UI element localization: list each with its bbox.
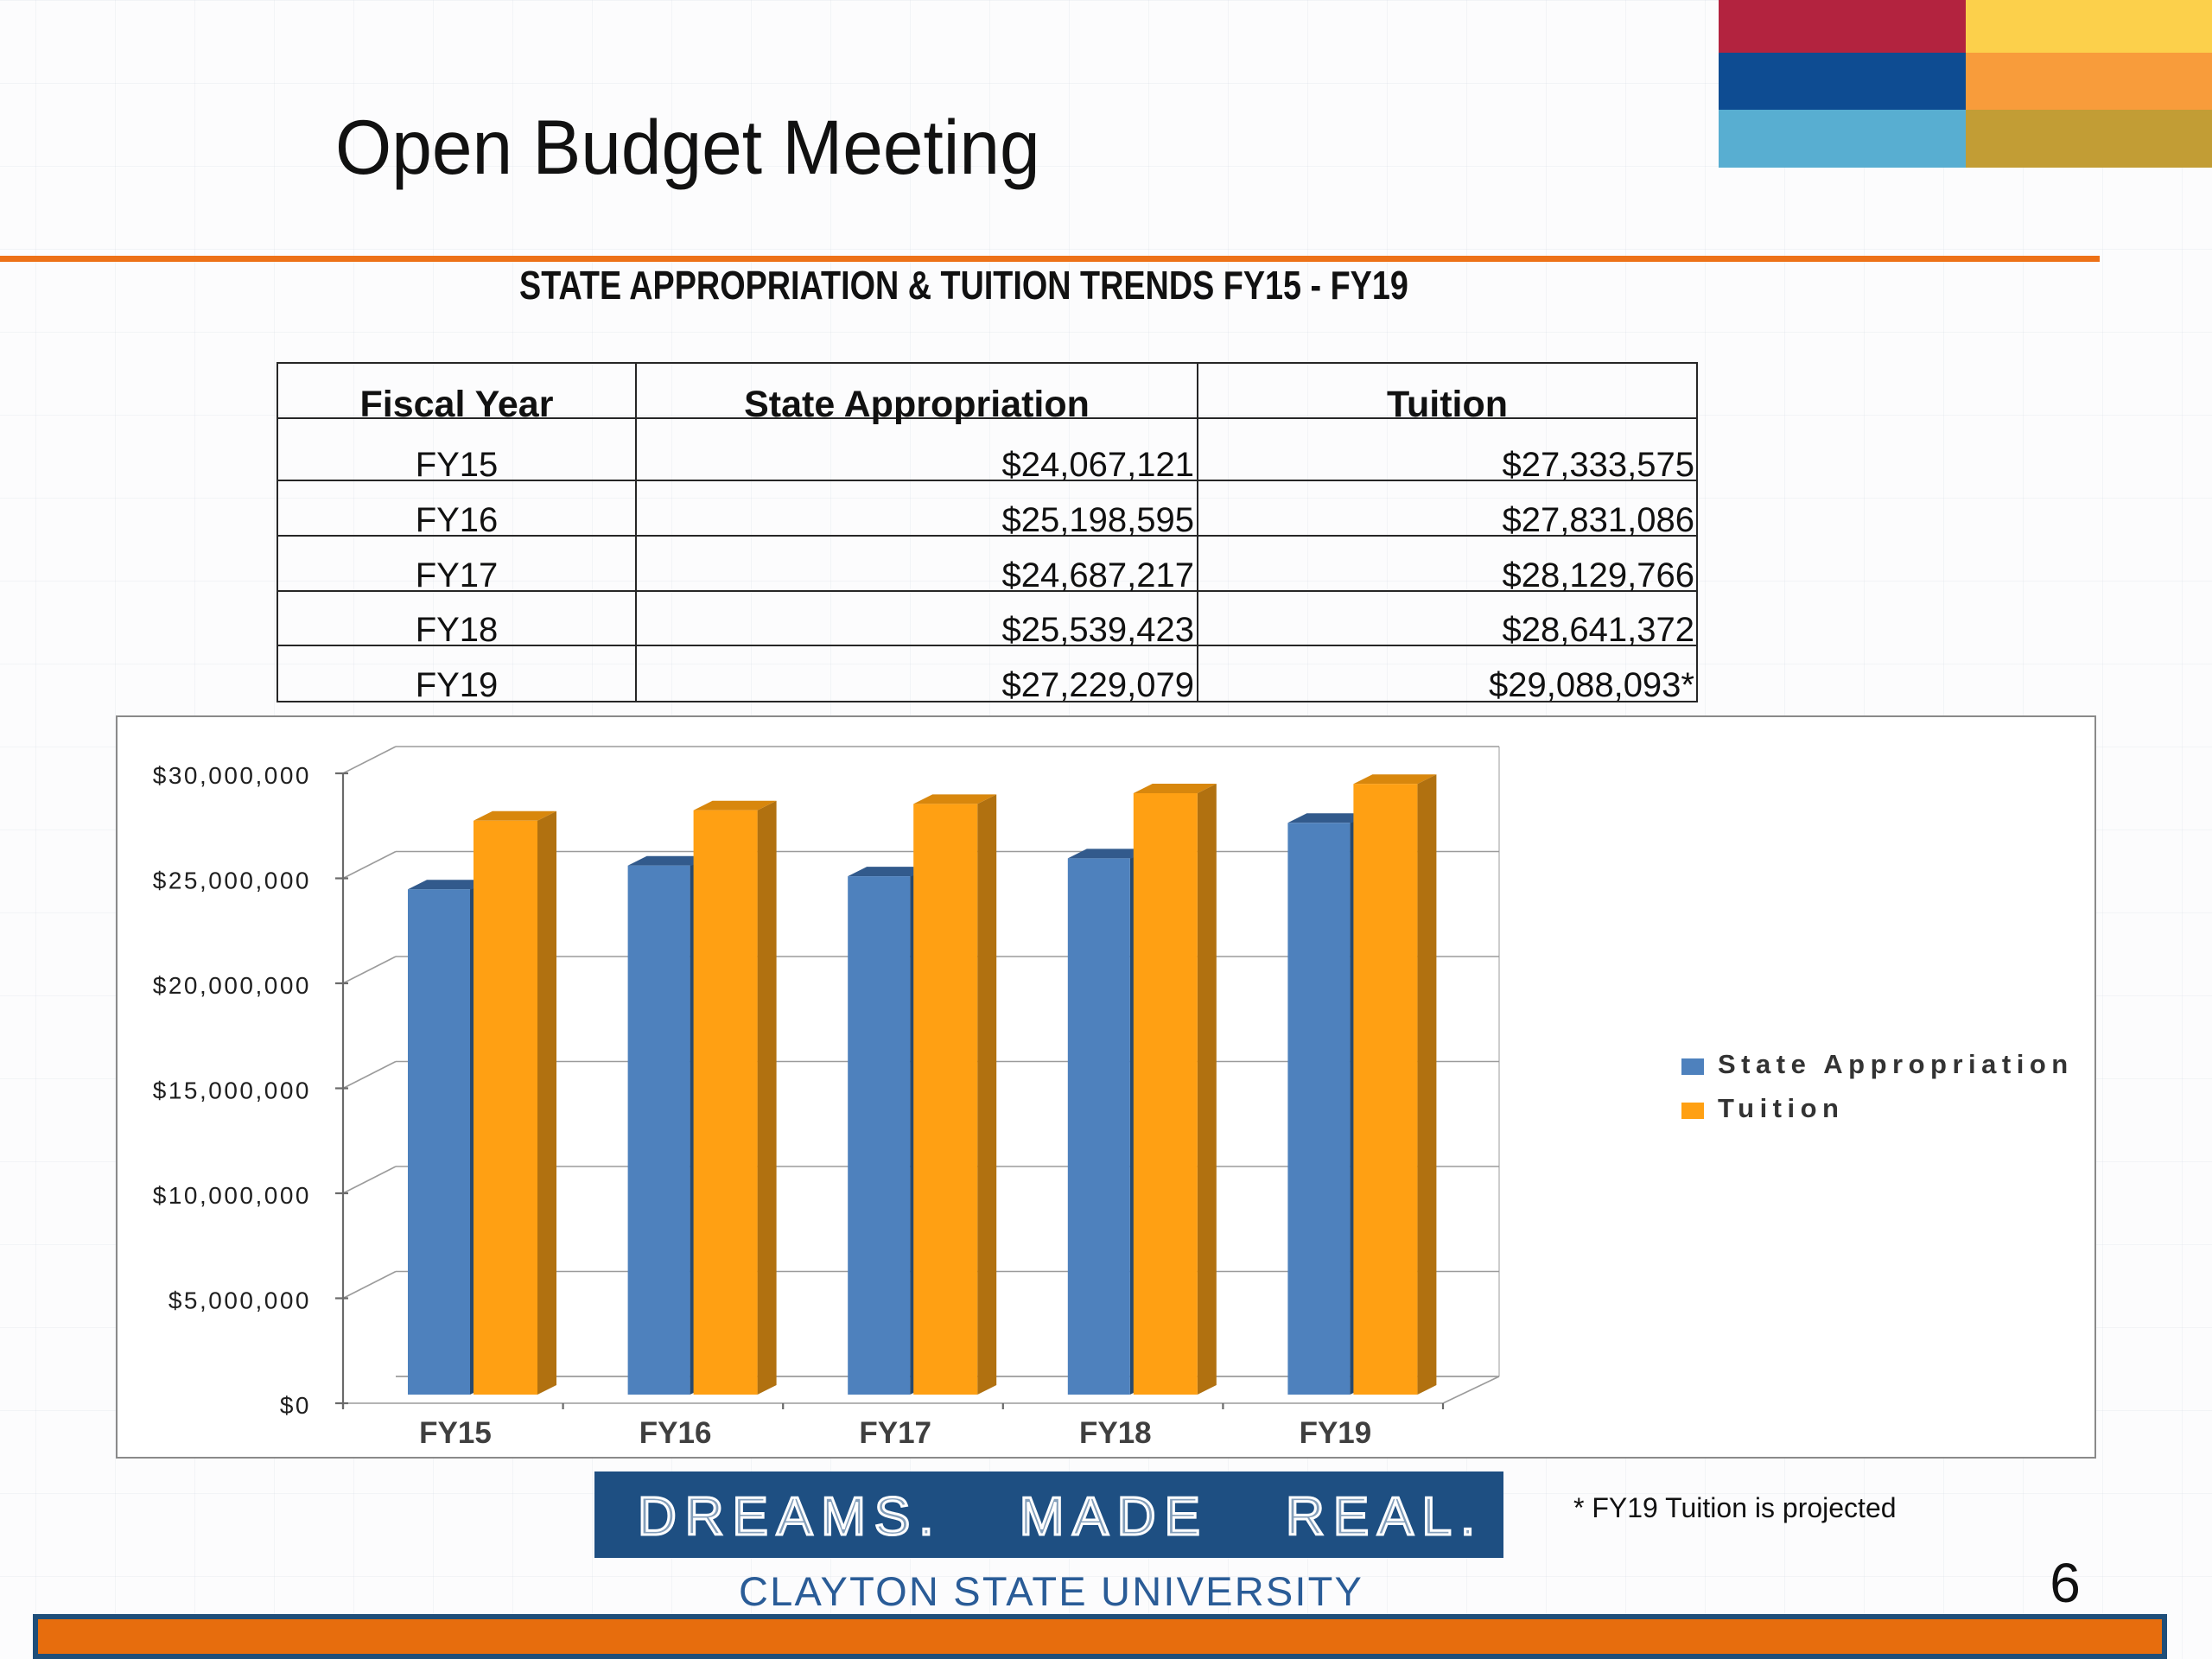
svg-text:$15,000,000: $15,000,000 [153,1077,311,1104]
svg-text:FY19: FY19 [1300,1416,1372,1450]
svg-text:FY18: FY18 [1079,1416,1152,1450]
svg-text:$10,000,000: $10,000,000 [153,1182,311,1209]
svg-text:$20,000,000: $20,000,000 [153,972,311,999]
svg-text:Tuition: Tuition [1718,1093,1845,1123]
svg-text:$30,000,000: $30,000,000 [153,762,311,789]
svg-text:FY15: FY15 [419,1416,492,1450]
svg-text:FY16: FY16 [639,1416,712,1450]
svg-text:FY17: FY17 [859,1416,931,1450]
svg-text:State Appropriation: State Appropriation [1718,1049,2074,1079]
svg-text:$25,000,000: $25,000,000 [153,868,311,894]
svg-text:$5,000,000: $5,000,000 [168,1287,311,1314]
svg-text:$0: $0 [280,1392,311,1419]
